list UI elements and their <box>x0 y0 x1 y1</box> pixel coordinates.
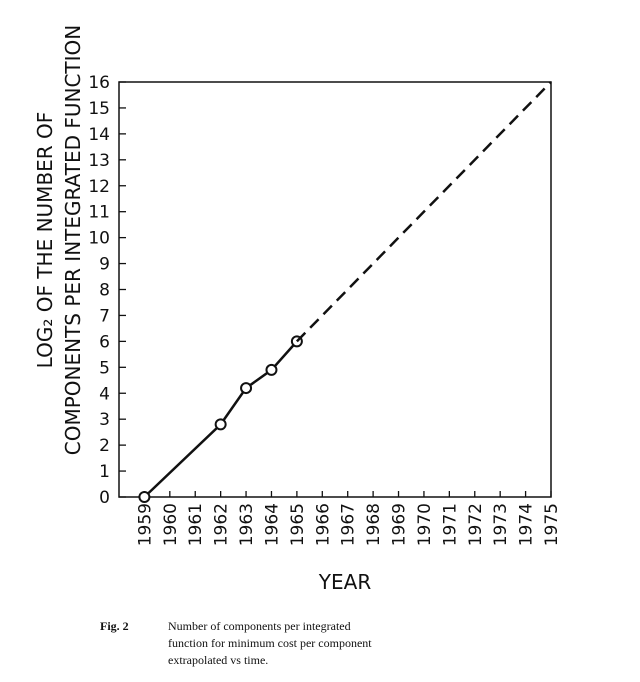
y-axis-title: COMPONENTS PER INTEGRATED FUNCTION <box>61 25 85 455</box>
y-tick-label: 11 <box>88 203 110 223</box>
point <box>138 491 151 503</box>
caption-line: function for minimum cost per component <box>168 636 372 650</box>
x-tick-label: 1973 <box>491 503 511 546</box>
y-tick-label: 3 <box>99 410 110 430</box>
point <box>214 418 227 431</box>
y-tick-label: 13 <box>88 151 110 171</box>
caption-line: extrapolated vs time. <box>168 653 268 667</box>
x-tick-label: 1962 <box>212 503 232 546</box>
y-axis-title: LOG₂ OF THE NUMBER OF <box>33 112 57 369</box>
y-tick-label: 4 <box>99 384 110 404</box>
x-tick-label: 1965 <box>288 503 308 546</box>
y-tick-label: 16 <box>88 73 110 93</box>
x-tick-label: 1972 <box>466 503 486 546</box>
x-axis-title: YEAR <box>318 570 372 594</box>
point <box>265 363 278 376</box>
y-tick-label: 10 <box>88 229 110 249</box>
y-tick-label: 5 <box>99 358 110 378</box>
x-tick-label: 1971 <box>440 503 460 546</box>
caption-line: Number of components per integrated <box>168 619 351 633</box>
y-tick-label: 14 <box>88 125 110 145</box>
x-tick-label: 1966 <box>313 503 333 546</box>
x-tick-label: 1974 <box>517 503 537 546</box>
y-tick-label: 7 <box>99 306 110 326</box>
caption-label: Fig. 2 <box>100 619 129 633</box>
x-tick-label: 1967 <box>339 503 359 546</box>
x-tick-label: 1959 <box>135 503 155 546</box>
y-tick-label: 12 <box>88 177 110 197</box>
y-tick-label: 9 <box>99 255 110 275</box>
x-tick-label: 1964 <box>262 503 282 546</box>
x-tick-label: 1961 <box>186 503 206 546</box>
y-tick-label: 0 <box>99 488 110 508</box>
line <box>295 81 552 343</box>
x-tick-label: 1960 <box>161 503 181 546</box>
y-tick-label: 8 <box>99 281 110 301</box>
y-tick-label: 6 <box>99 332 110 352</box>
x-tick-label: 1968 <box>364 503 384 546</box>
x-tick-label: 1975 <box>542 503 562 546</box>
x-tick-label: 1970 <box>415 503 435 546</box>
point <box>240 382 253 395</box>
y-tick-label: 15 <box>88 99 110 119</box>
x-tick-label: 1969 <box>390 503 410 546</box>
y-tick-label: 1 <box>99 462 110 482</box>
y-tick-label: 2 <box>99 436 110 456</box>
x-tick-label: 1963 <box>237 503 257 546</box>
